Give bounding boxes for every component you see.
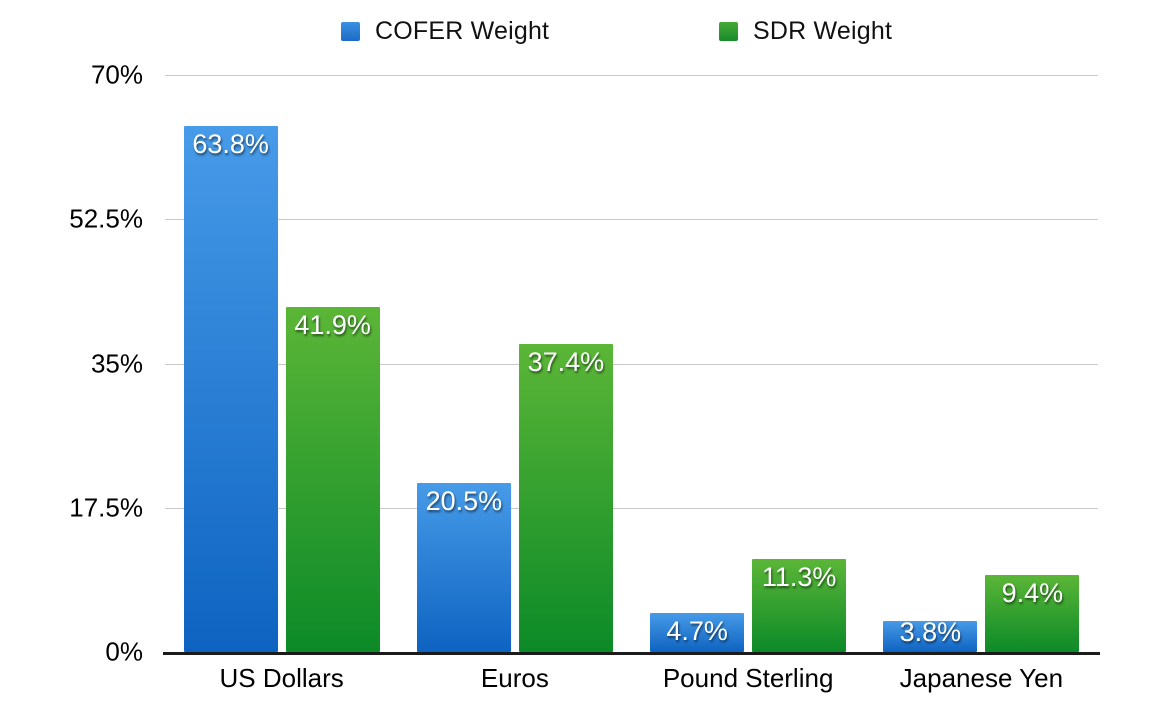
gridline — [165, 363, 1098, 365]
bar-cofer-weight-japanese-yen: 3.8% — [883, 617, 978, 652]
x-tick-label-pound-sterling: Pound Sterling — [662, 663, 834, 693]
bar-sdr-weight-us-dollars: 41.9% — [285, 307, 380, 652]
x-axis: US Dollars Euros Pound Sterling Japanese Ye… — [165, 663, 1098, 694]
y-tick-label: 70% — [90, 59, 143, 90]
bar-value-label: 11.3% — [761, 562, 837, 592]
gridline — [165, 507, 1098, 509]
bar-value-label: 9.4% — [1001, 578, 1064, 608]
bar-sdr-weight-japanese-yen: 9.4% — [985, 575, 1080, 652]
bar-cofer-weight-pound-sterling: 4.7% — [650, 613, 745, 652]
y-tick-label: 17.5% — [69, 492, 143, 523]
plot-area: 63.8% 41.9% 20.5% 37.4% 4.7% 11.3% 3.8% 9.4% — [163, 75, 1100, 655]
x-axis-line — [163, 652, 1100, 655]
bar-groups: 63.8% 41.9% 20.5% 37.4% 4.7% 11.3% 3.8% 9.4% — [165, 75, 1098, 652]
bar-sdr-weight-pound-sterling: 11.3% — [752, 559, 847, 652]
bar-value-label: 63.8% — [192, 129, 269, 159]
bar-group-pound-sterling: 4.7% 11.3% — [632, 75, 865, 652]
y-tick-label: 52.5% — [69, 203, 143, 234]
x-tick-label-us-dollars: US Dollars — [219, 663, 344, 693]
x-tick-label-euros: Euros — [480, 663, 549, 693]
bar-group-us-dollars: 63.8% 41.9% — [165, 75, 398, 652]
legend-item-sdr-weight: SDR Weight — [719, 17, 892, 46]
legend-item-cofer-weight: COFER Weight — [341, 17, 549, 46]
gridline — [165, 219, 1098, 221]
y-axis: 70% 52.5% 35% 17.5% 0% — [40, 60, 143, 667]
legend-label-sdr-weight: SDR Weight — [753, 17, 893, 45]
bar-group-japanese-yen: 3.8% 9.4% — [865, 75, 1098, 652]
bar-cofer-weight-euros: 20.5% — [416, 483, 511, 652]
bar-value-label: 3.8% — [899, 617, 962, 647]
bar-cofer-weight-us-dollars: 63.8% — [183, 126, 278, 652]
y-tick-label: 35% — [90, 348, 143, 378]
cofer-weight-swatch-icon — [341, 22, 360, 41]
x-tick-label-japanese-yen: Japanese Yen — [899, 663, 1064, 693]
legend-label-cofer-weight: COFER Weight — [375, 17, 550, 45]
bar-sdr-weight-euros: 37.4% — [518, 344, 613, 652]
gridline — [165, 75, 1098, 76]
y-tick-label: 0% — [105, 636, 143, 667]
bar-value-label: 41.9% — [294, 310, 371, 340]
bar-value-label: 4.7% — [666, 616, 728, 646]
sdr-weight-swatch-icon — [719, 22, 738, 41]
bar-value-label: 37.4% — [527, 347, 605, 377]
bar-value-label: 20.5% — [425, 486, 503, 516]
bar-group-euros: 20.5% 37.4% — [398, 75, 631, 652]
